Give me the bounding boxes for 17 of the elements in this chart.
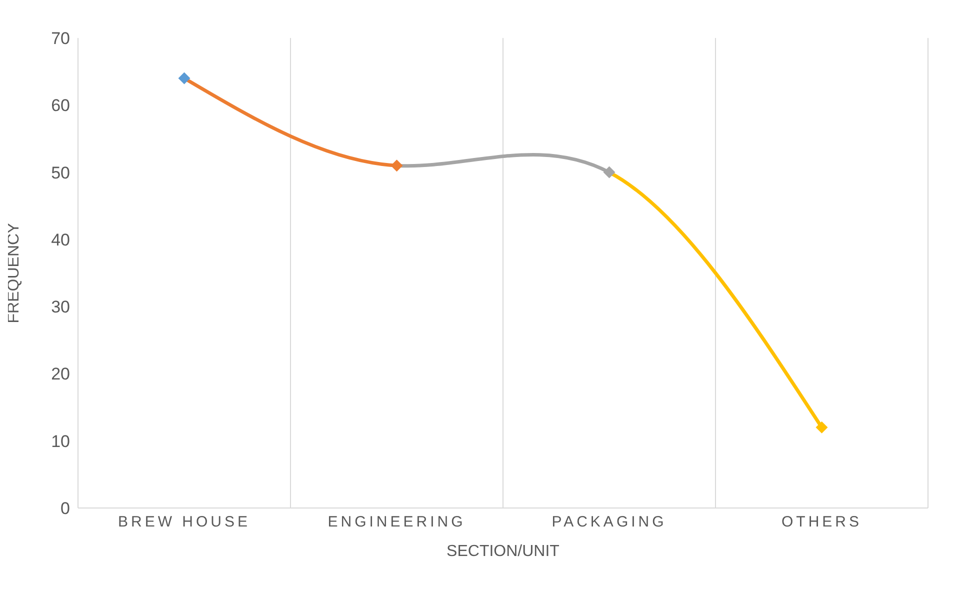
point	[178, 72, 190, 84]
x-axis-title: SECTION/UNIT	[446, 543, 560, 560]
x-tick-label: ENGINEERING	[328, 514, 466, 531]
y-tick-label: 70	[51, 29, 70, 48]
point	[816, 421, 828, 434]
y-tick-label: 50	[51, 163, 70, 182]
y-tick-label: 30	[51, 298, 70, 317]
y-tick-label: 40	[51, 230, 70, 250]
x-tick-label: OTHERS	[781, 514, 862, 531]
point	[603, 166, 616, 178]
y-tick-label: 0	[60, 499, 70, 518]
x-tick-label: BREW HOUSE	[118, 514, 251, 531]
point	[390, 160, 403, 172]
y-tick-label: 10	[51, 432, 70, 451]
x-tick-label: PACKAGING	[552, 514, 667, 531]
y-tick-label: 20	[51, 364, 70, 384]
y-tick-label: 60	[51, 96, 70, 116]
